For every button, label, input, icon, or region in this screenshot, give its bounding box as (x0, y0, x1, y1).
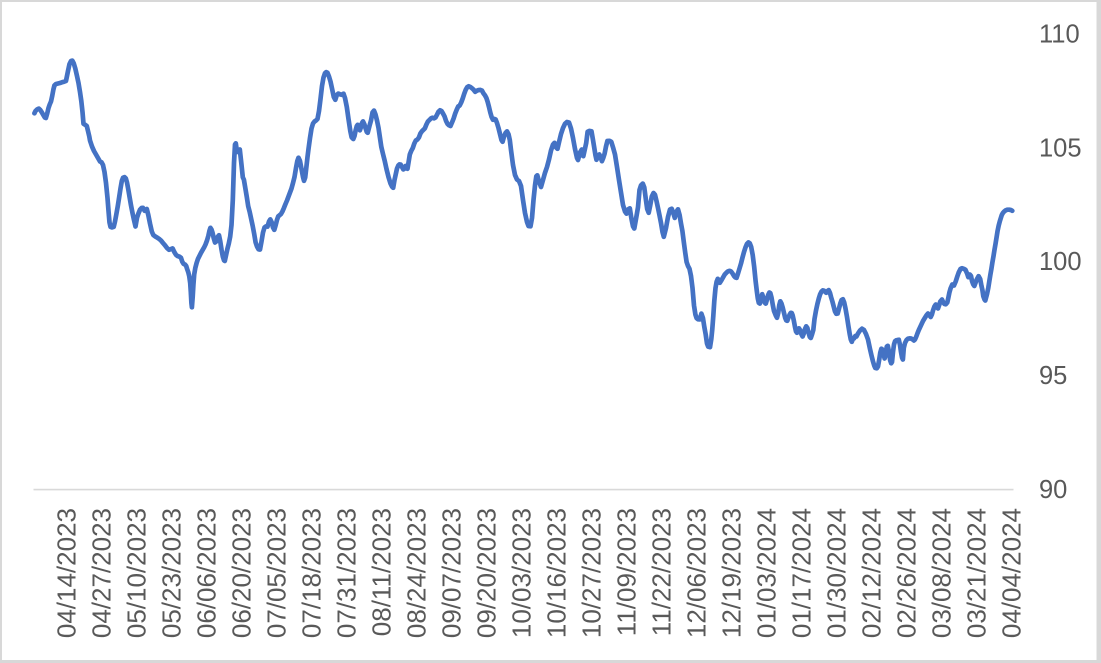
svg-text:04/04/2024: 04/04/2024 (996, 508, 1026, 638)
svg-text:10/16/2023: 10/16/2023 (541, 508, 571, 638)
svg-text:04/14/2023: 04/14/2023 (51, 508, 81, 638)
svg-text:09/20/2023: 09/20/2023 (471, 508, 501, 638)
svg-text:12/19/2023: 12/19/2023 (716, 508, 746, 638)
svg-text:05/10/2023: 05/10/2023 (121, 508, 151, 638)
svg-text:04/27/2023: 04/27/2023 (86, 508, 116, 638)
svg-text:03/21/2024: 03/21/2024 (961, 508, 991, 638)
svg-text:09/07/2023: 09/07/2023 (436, 508, 466, 638)
svg-text:07/18/2023: 07/18/2023 (296, 508, 326, 638)
svg-text:110: 110 (1039, 20, 1080, 48)
svg-text:11/22/2023: 11/22/2023 (646, 508, 676, 636)
svg-text:05/23/2023: 05/23/2023 (156, 508, 186, 638)
svg-text:90: 90 (1039, 476, 1067, 504)
svg-text:07/31/2023: 07/31/2023 (331, 508, 361, 638)
svg-text:06/20/2023: 06/20/2023 (226, 508, 256, 638)
svg-text:11/09/2023: 11/09/2023 (611, 508, 641, 636)
svg-text:08/11/2023: 08/11/2023 (366, 508, 396, 636)
svg-text:95: 95 (1039, 362, 1067, 390)
svg-text:06/06/2023: 06/06/2023 (191, 508, 221, 638)
svg-text:03/08/2024: 03/08/2024 (926, 508, 956, 638)
svg-text:07/05/2023: 07/05/2023 (261, 508, 291, 638)
svg-text:01/30/2024: 01/30/2024 (821, 508, 851, 638)
svg-text:100: 100 (1039, 248, 1082, 276)
svg-text:01/03/2024: 01/03/2024 (751, 508, 781, 638)
svg-text:10/27/2023: 10/27/2023 (576, 508, 606, 638)
svg-text:02/26/2024: 02/26/2024 (891, 508, 921, 638)
svg-text:08/24/2023: 08/24/2023 (401, 508, 431, 638)
svg-text:02/12/2024: 02/12/2024 (856, 508, 886, 638)
svg-text:01/17/2024: 01/17/2024 (786, 508, 816, 638)
svg-text:12/06/2023: 12/06/2023 (681, 508, 711, 638)
svg-text:105: 105 (1039, 134, 1082, 162)
svg-text:10/03/2023: 10/03/2023 (506, 508, 536, 638)
